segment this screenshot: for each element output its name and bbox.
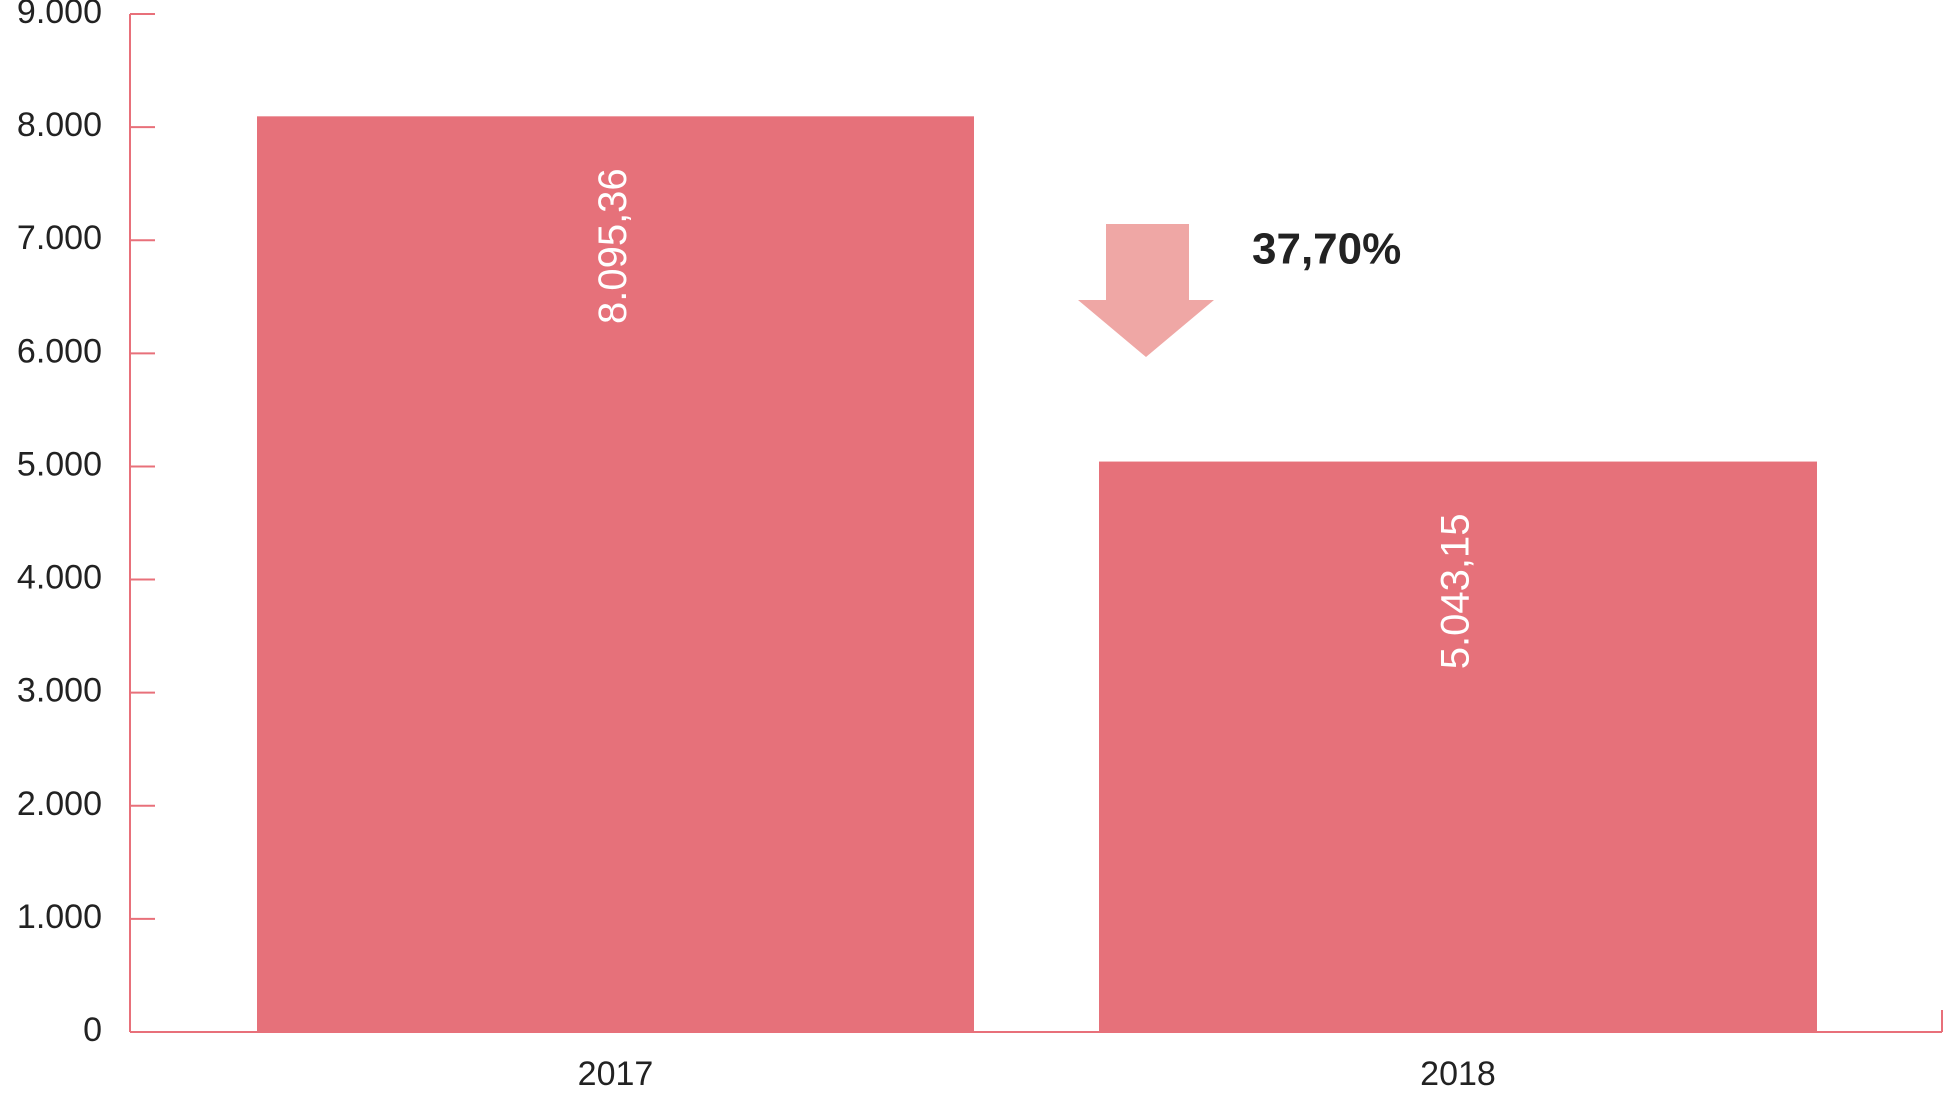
y-tick-label: 4.000 [17,559,102,597]
y-tick-label: 5.000 [17,445,102,483]
x-tick-label: 2017 [578,1055,654,1093]
y-tick-label: 1.000 [17,898,102,936]
y-tick-label: 2.000 [17,785,102,823]
bar-value-label: 5.043,15 [1434,514,1478,670]
y-tick-label: 8.000 [17,106,102,144]
change-annotation: 37,70% [1252,225,1401,274]
x-tick-label: 2018 [1420,1055,1496,1093]
y-tick-label: 7.000 [17,219,102,257]
y-tick-label: 9.000 [17,0,102,31]
y-tick-label: 0 [83,1011,102,1049]
decrease-arrow [1078,224,1214,357]
bar [1099,461,1817,1032]
y-tick-label: 3.000 [17,672,102,710]
y-tick-label: 6.000 [17,332,102,370]
bar [257,116,974,1033]
bar-value-label: 8.095,36 [591,168,635,324]
